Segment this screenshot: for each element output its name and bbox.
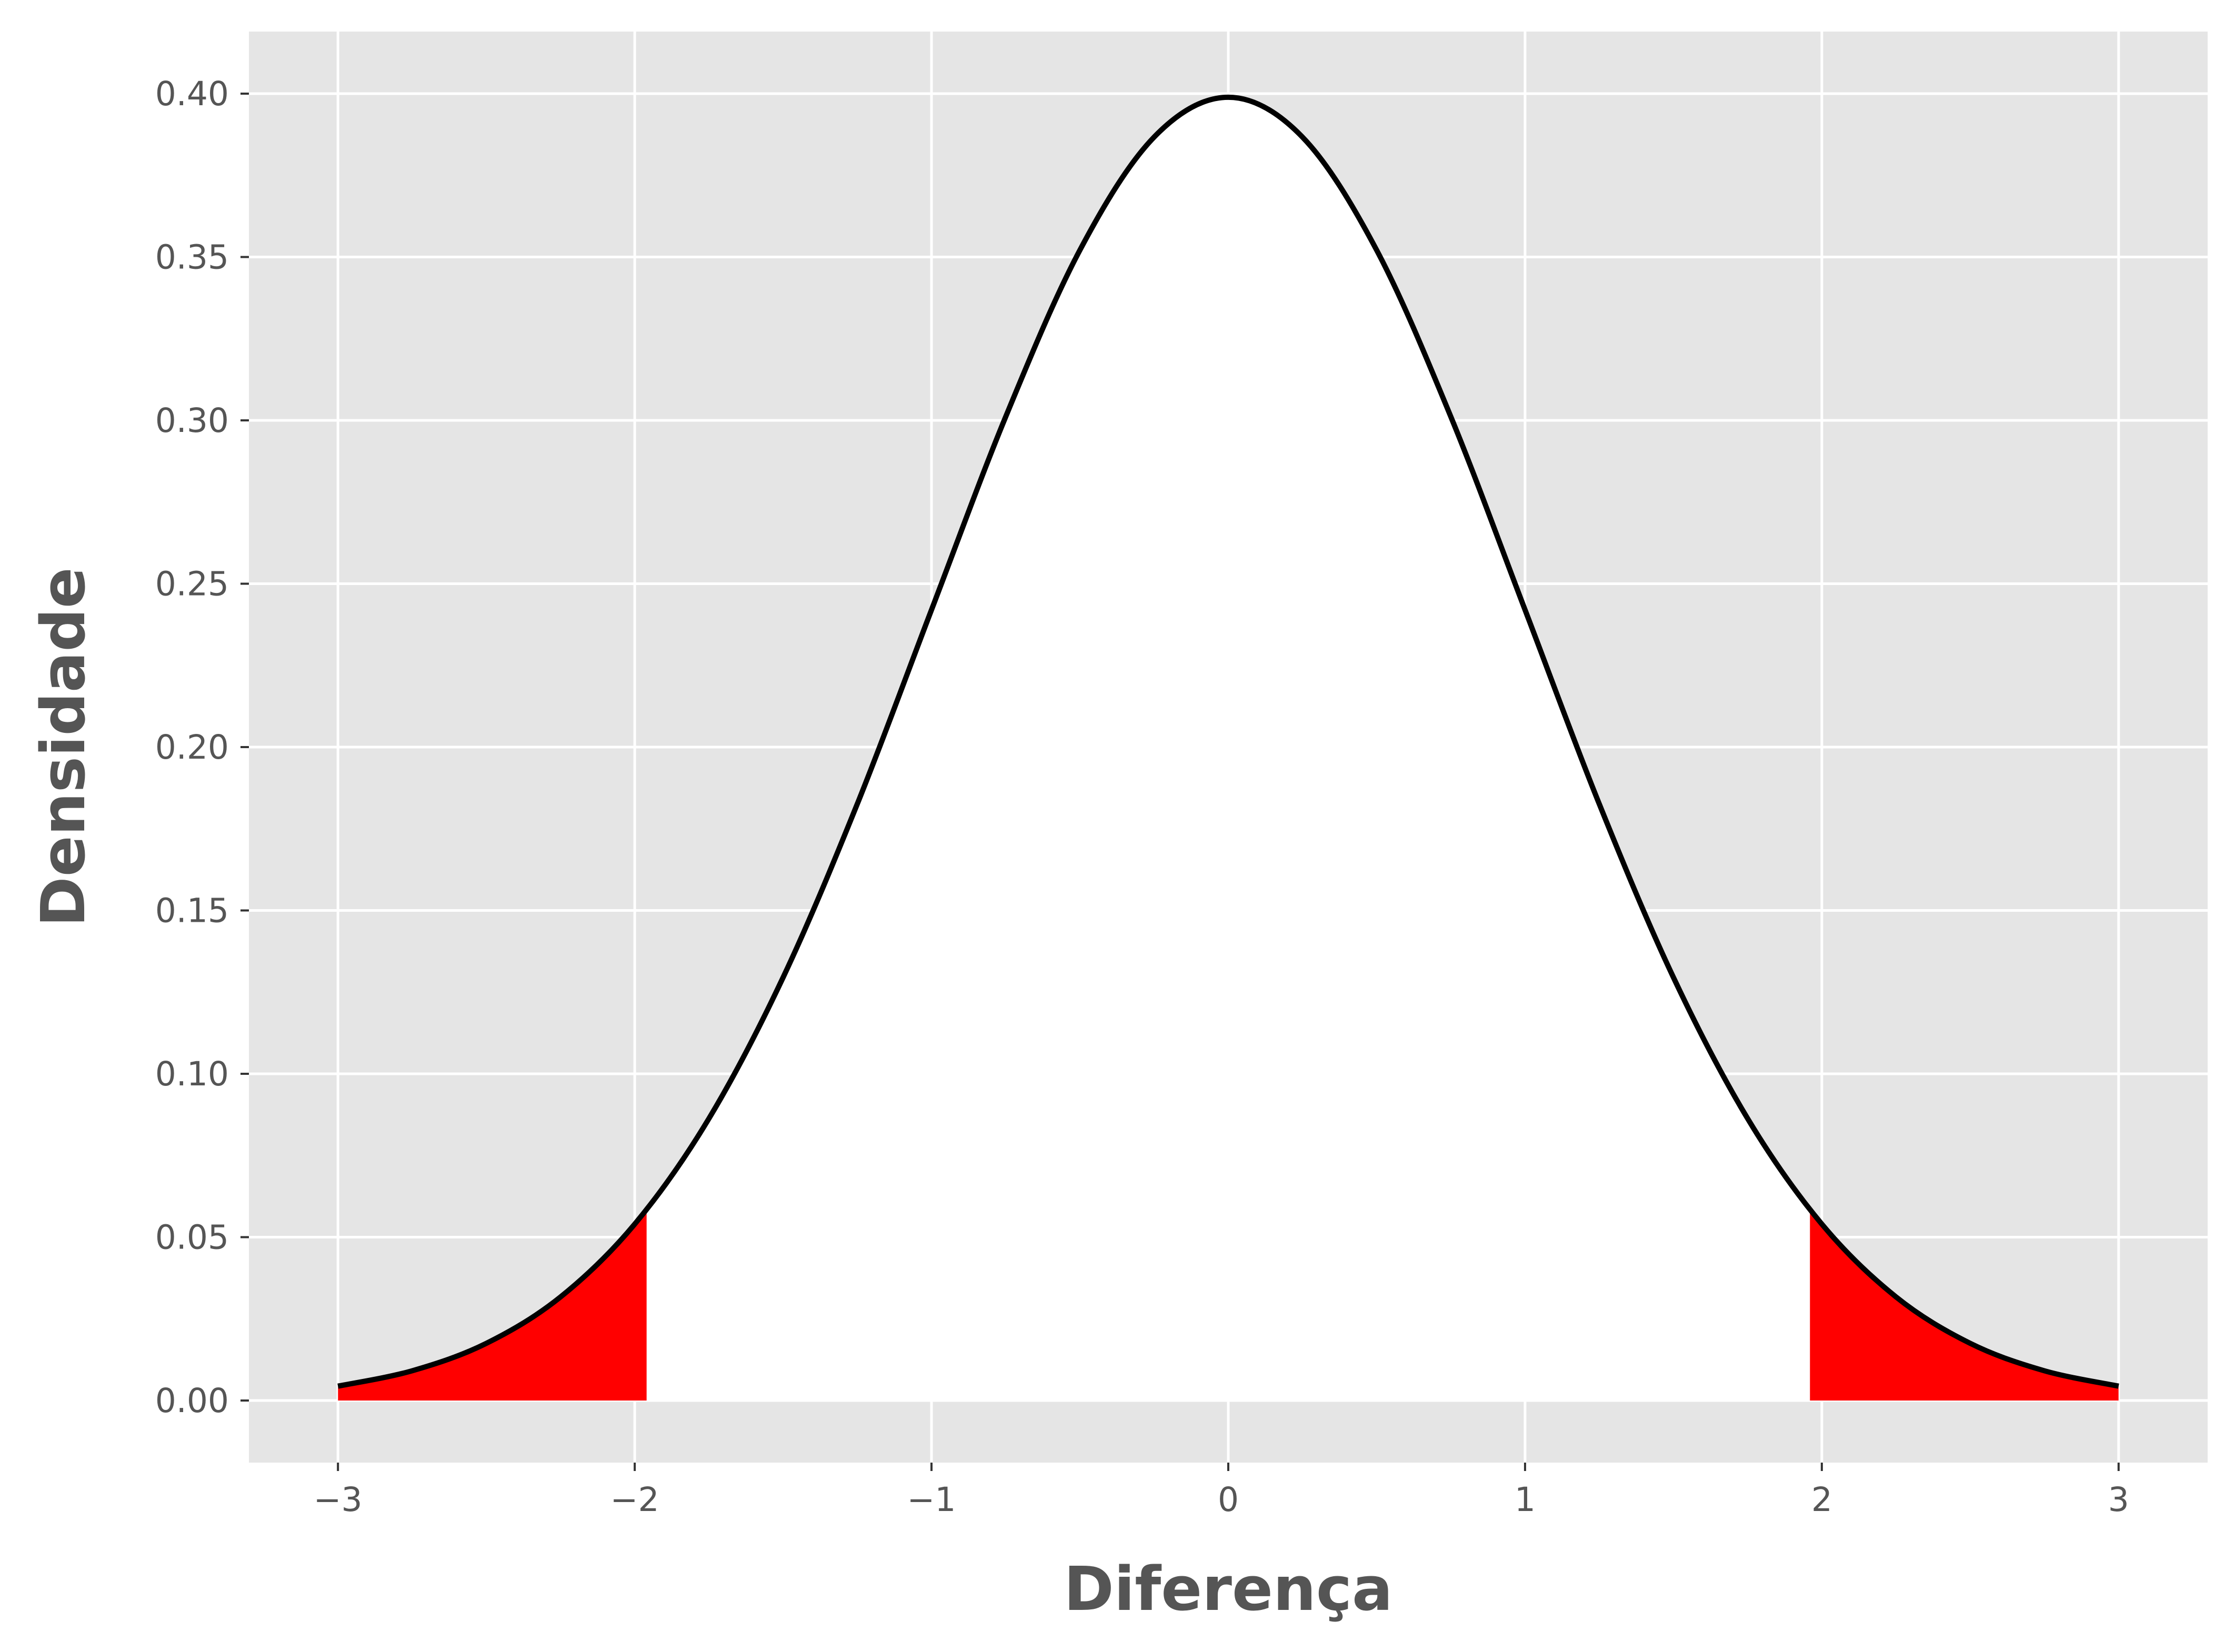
- x-tick-label: −2: [610, 1480, 659, 1519]
- y-tick-label: 0.00: [155, 1382, 229, 1420]
- x-axis-label: Diferença: [1064, 1554, 1392, 1625]
- x-axis-ticks: −3 −2 −1 0 1 2 3: [314, 1463, 2129, 1519]
- x-tick-label: 0: [1218, 1480, 1239, 1519]
- y-tick-label: 0.10: [155, 1055, 229, 1093]
- y-axis-ticks: 0.00 0.05 0.10 0.15 0.20 0.25 0.30 0.35 0.40: [155, 75, 249, 1420]
- x-tick-label: 2: [1811, 1480, 1832, 1519]
- density-curve: [337, 94, 2119, 1389]
- x-tick-label: −3: [314, 1480, 363, 1519]
- x-tick-label: 3: [2108, 1480, 2129, 1519]
- y-tick-label: 0.30: [155, 401, 229, 440]
- y-tick-label: 0.25: [155, 565, 229, 603]
- y-tick-label: 0.20: [155, 728, 229, 767]
- area-under-curve: [338, 97, 2119, 1401]
- right-tail-region: [1810, 1209, 2119, 1401]
- x-tick-label: −1: [907, 1480, 956, 1519]
- left-tail-region: [338, 1209, 647, 1401]
- y-tick-label: 0.05: [155, 1218, 229, 1257]
- y-tick-label: 0.35: [155, 238, 229, 276]
- rejection-regions: [338, 1209, 2119, 1401]
- y-tick-label: 0.40: [155, 75, 229, 113]
- y-axis-label: Densidade: [28, 567, 99, 926]
- x-tick-label: 1: [1515, 1480, 1536, 1519]
- y-tick-label: 0.15: [155, 892, 229, 930]
